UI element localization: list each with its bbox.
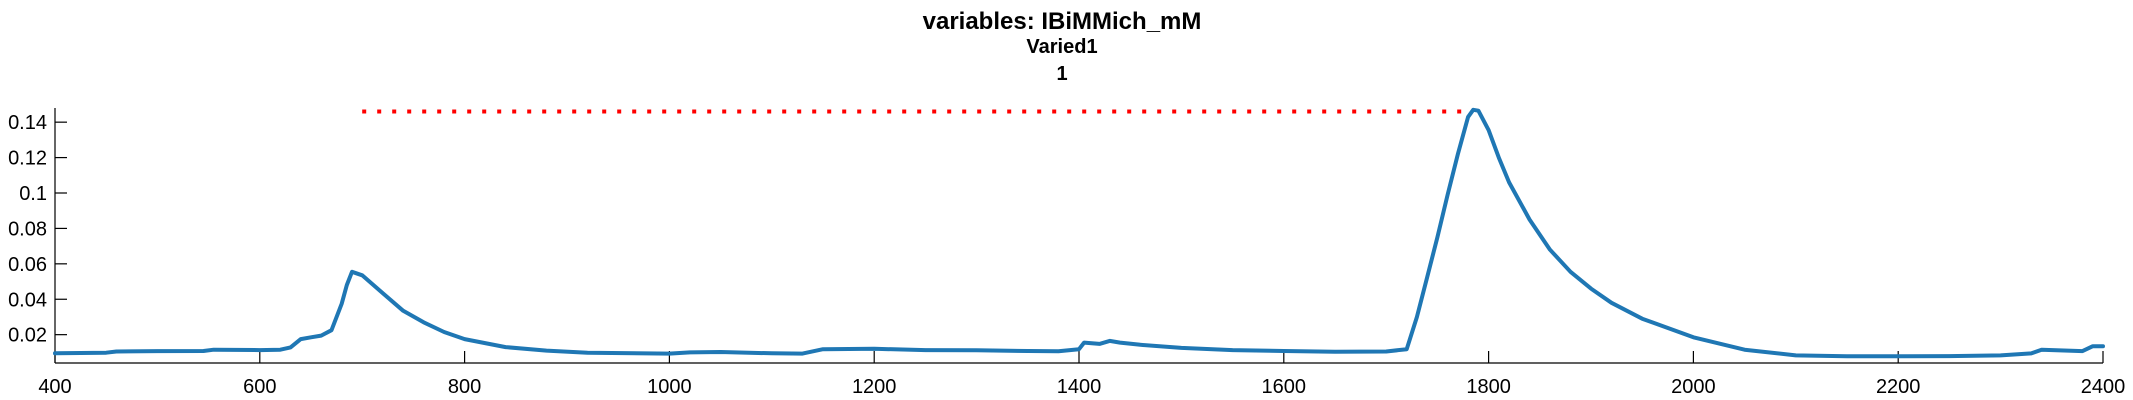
x-tick-label: 1400 [1057, 376, 1102, 398]
y-tick-label: 0.14 [8, 112, 47, 134]
chart-subtitle-line-2: 1 [1056, 63, 1067, 85]
x-tick-label: 2000 [1671, 376, 1716, 398]
x-tick-label: 1000 [647, 376, 692, 398]
x-tick-label: 600 [243, 376, 276, 398]
y-tick-label: 0.08 [8, 218, 47, 240]
series-group [53, 107, 2105, 359]
x-tick-label: 400 [38, 376, 71, 398]
y-tick-label: 0.1 [19, 183, 47, 205]
x-tick-label: 2400 [2081, 376, 2126, 398]
plot-area: 400 600 800 1000 1200 1400 1600 1800 2000 2200 240… [8, 107, 2125, 398]
chart-subtitle-line-1: Varied1 [1026, 36, 1097, 58]
y-axis-ticks: 0.02 0.04 0.06 0.08 0.1 0.12 0.14 [8, 112, 67, 347]
y-tick-label: 0.12 [8, 148, 47, 170]
x-tick-label: 1600 [1262, 376, 1307, 398]
x-tick-label: 1200 [852, 376, 897, 398]
y-tick-label: 0.06 [8, 254, 47, 276]
chart-title: variables: IBiMMich_mM [923, 8, 1202, 35]
y-tick-label: 0.02 [8, 325, 47, 347]
y-tick-label: 0.04 [8, 289, 47, 311]
x-axis-ticks: 400 600 800 1000 1200 1400 1600 1800 2000 2200 240… [38, 351, 2125, 398]
series-line [53, 107, 2105, 359]
x-tick-label: 2200 [1876, 376, 1921, 398]
x-tick-label: 1800 [1466, 376, 1511, 398]
x-tick-label: 800 [448, 376, 481, 398]
